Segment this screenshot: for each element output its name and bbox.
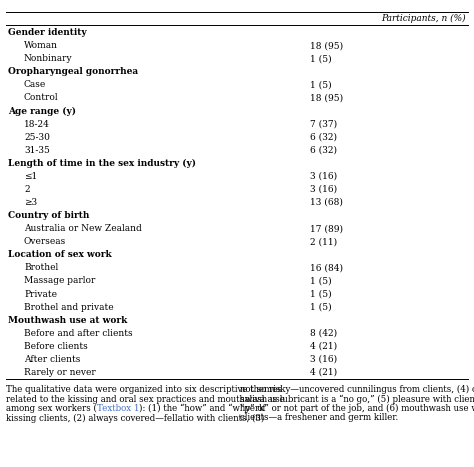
Text: 4 (21): 4 (21) <box>310 368 337 377</box>
Text: Textbox 1: Textbox 1 <box>97 404 139 413</box>
Text: saliva as lubricant is a “no go,” (5) pleasure with clients—a: saliva as lubricant is a “no go,” (5) pl… <box>240 395 474 404</box>
Text: ≥3: ≥3 <box>24 198 37 207</box>
Text: 2 (11): 2 (11) <box>310 237 337 246</box>
Text: Australia or New Zealand: Australia or New Zealand <box>24 224 142 233</box>
Text: Case: Case <box>24 80 46 89</box>
Text: 3 (16): 3 (16) <box>310 355 337 364</box>
Text: The qualitative data were organized into six descriptive themes: The qualitative data were organized into… <box>6 385 282 394</box>
Text: 3 (16): 3 (16) <box>310 185 337 194</box>
Text: 31-35: 31-35 <box>24 146 50 155</box>
Text: Brothel and private: Brothel and private <box>24 303 114 311</box>
Text: 6 (32): 6 (32) <box>310 146 337 155</box>
Text: Nonbinary: Nonbinary <box>24 54 73 63</box>
Text: Private: Private <box>24 290 57 298</box>
Text: 1 (5): 1 (5) <box>310 276 332 285</box>
Text: Gender identity: Gender identity <box>8 28 87 37</box>
Text: Length of time in the sex industry (y): Length of time in the sex industry (y) <box>8 159 196 168</box>
Text: 2: 2 <box>24 185 29 194</box>
Text: Oropharyngeal gonorrhea: Oropharyngeal gonorrhea <box>8 67 138 76</box>
Text: Brothel: Brothel <box>24 263 58 272</box>
Text: 1 (5): 1 (5) <box>310 303 332 311</box>
Text: “perk” or not part of the job, and (6) mouthwash use with: “perk” or not part of the job, and (6) m… <box>240 404 474 413</box>
Text: among sex workers (: among sex workers ( <box>6 404 97 413</box>
Text: 1 (5): 1 (5) <box>310 290 332 298</box>
Text: ≤1: ≤1 <box>24 172 37 181</box>
Text: 4 (21): 4 (21) <box>310 342 337 351</box>
Text: Mouthwash use at work: Mouthwash use at work <box>8 316 128 325</box>
Text: Control: Control <box>24 93 59 102</box>
Text: 1 (5): 1 (5) <box>310 54 332 63</box>
Text: 16 (84): 16 (84) <box>310 263 343 272</box>
Text: 6 (32): 6 (32) <box>310 133 337 142</box>
Text: 17 (89): 17 (89) <box>310 224 343 233</box>
Text: 18 (95): 18 (95) <box>310 41 343 50</box>
Text: related to the kissing and oral sex practices and mouthwash use: related to the kissing and oral sex prac… <box>6 395 285 403</box>
Text: Overseas: Overseas <box>24 237 66 246</box>
Text: not so risky—uncovered cunnilingus from clients, (4) clients: not so risky—uncovered cunnilingus from … <box>240 385 474 394</box>
Text: 8 (42): 8 (42) <box>310 329 337 338</box>
Text: Age range (y): Age range (y) <box>8 106 76 115</box>
Text: 3 (16): 3 (16) <box>310 172 337 181</box>
Text: Rarely or never: Rarely or never <box>24 368 96 377</box>
Text: 18 (95): 18 (95) <box>310 93 343 102</box>
Text: 7 (37): 7 (37) <box>310 120 337 128</box>
Text: After clients: After clients <box>24 355 81 364</box>
Text: Before and after clients: Before and after clients <box>24 329 133 338</box>
Text: Woman: Woman <box>24 41 58 50</box>
Text: kissing clients, (2) always covered—fellatio with clients, (3): kissing clients, (2) always covered—fell… <box>6 413 264 423</box>
Text: Country of birth: Country of birth <box>8 211 90 220</box>
Text: clients—a freshener and germ killer.: clients—a freshener and germ killer. <box>240 413 398 423</box>
Text: 13 (68): 13 (68) <box>310 198 343 207</box>
Text: 25-30: 25-30 <box>24 133 50 142</box>
Text: 1 (5): 1 (5) <box>310 80 332 89</box>
Text: 18-24: 18-24 <box>24 120 50 128</box>
Text: Before clients: Before clients <box>24 342 88 351</box>
Text: Location of sex work: Location of sex work <box>8 250 112 259</box>
Text: Massage parlor: Massage parlor <box>24 276 95 285</box>
Text: ): (1) the “how” and “why” of: ): (1) the “how” and “why” of <box>139 404 266 413</box>
Text: Participants, n (%): Participants, n (%) <box>382 14 466 22</box>
